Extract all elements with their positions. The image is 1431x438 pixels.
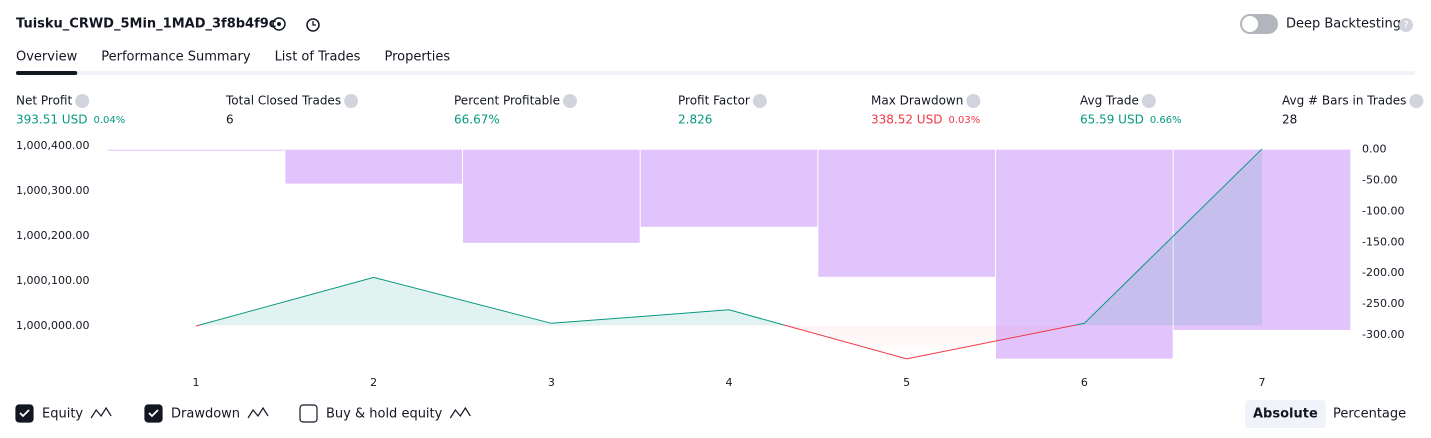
drawdown-bar	[107, 149, 285, 151]
series-icon	[90, 406, 112, 419]
y-tick-label: 1,000,400.00	[16, 139, 89, 152]
drawdown-bar	[285, 149, 463, 184]
metric-value: 2.826	[678, 113, 712, 127]
x-tick-label: 6	[1081, 376, 1088, 389]
metric-value: 66.67%	[454, 113, 500, 127]
metric-change: 0.04%	[93, 115, 125, 126]
info-icon[interactable]	[752, 94, 767, 108]
y2-tick-label: -150.00	[1362, 235, 1404, 248]
info-icon[interactable]	[344, 94, 359, 108]
y2-tick-label: -100.00	[1362, 204, 1404, 217]
y-tick-label: 1,000,200.00	[16, 229, 89, 242]
x-tick-label: 5	[903, 376, 910, 389]
y2-tick-label: 0.00	[1362, 143, 1387, 156]
metric-value: 338.52 USD	[871, 113, 942, 127]
x-tick-label: 7	[1259, 376, 1266, 389]
metric-value: 6	[226, 113, 234, 127]
metric-value: 28	[1282, 113, 1297, 127]
deep-backtesting-toggle[interactable]	[1240, 14, 1278, 34]
y2-tick-label: -50.00	[1362, 174, 1397, 187]
drawdown-bar	[1173, 149, 1351, 330]
checkbox-label: Equity	[42, 407, 83, 422]
tab[interactable]: Overview	[16, 50, 78, 65]
series-icon	[247, 406, 269, 419]
y2-tick-label: -300.00	[1362, 328, 1404, 341]
y2-tick-label: -200.00	[1362, 266, 1404, 279]
checkbox[interactable]	[299, 404, 318, 423]
settings-icon[interactable]	[272, 17, 286, 31]
active-button	[1245, 400, 1326, 428]
y-tick-label: 1,000,300.00	[16, 184, 89, 197]
tab[interactable]: Properties	[384, 50, 450, 65]
svg-text:?: ?	[1403, 20, 1408, 31]
info-icon[interactable]	[562, 94, 577, 108]
y2-tick-label: -250.00	[1362, 297, 1404, 310]
equity-loss-area	[196, 325, 1263, 359]
active-tab-underline	[16, 71, 78, 75]
metric-label: Avg Trade	[1080, 94, 1139, 108]
x-tick-label: 3	[548, 376, 555, 389]
metric-label: Avg # Bars in Trades	[1282, 94, 1406, 108]
checkmark	[148, 409, 159, 418]
tab[interactable]: Performance Summary	[101, 50, 251, 65]
info-icon[interactable]	[1141, 94, 1156, 108]
equity-area	[199, 148, 1263, 325]
strategy-title: Tuisku_CRWD_5Min_1MAD_3f8b4f9c	[16, 17, 277, 32]
drawdown-bar	[463, 149, 640, 243]
tab[interactable]: List of Trades	[275, 50, 361, 65]
toggle-button-label[interactable]: Absolute	[1253, 407, 1318, 422]
drawdown-bar	[818, 149, 996, 277]
metric-label: Total Closed Trades	[225, 94, 341, 108]
y-tick-label: 1,000,000.00	[16, 319, 89, 332]
info-icon[interactable]	[1409, 94, 1424, 108]
toggle-label: Deep Backtesting	[1286, 17, 1401, 32]
metric-value: 393.51 USD	[16, 113, 87, 127]
drawdown-bar	[640, 149, 818, 227]
checkbox-label: Buy & hold equity	[326, 407, 443, 422]
equity-line	[197, 148, 1263, 325]
help-icon[interactable]: ?	[1399, 18, 1413, 32]
checkmark	[19, 409, 30, 418]
info-icon[interactable]	[966, 94, 981, 108]
alert-icon[interactable]	[306, 18, 320, 32]
checkbox-label: Drawdown	[171, 407, 240, 422]
metric-change: 0.66%	[1150, 115, 1182, 126]
metric-change: 0.03%	[948, 115, 980, 126]
x-tick-label: 4	[726, 376, 733, 389]
info-icon[interactable]	[75, 94, 90, 108]
toggle-button-label[interactable]: Percentage	[1333, 407, 1406, 422]
metric-value: 65.59 USD	[1080, 113, 1144, 127]
x-tick-label: 1	[193, 376, 200, 389]
metric-label: Percent Profitable	[454, 94, 560, 108]
metric-label: Max Drawdown	[871, 94, 963, 108]
metric-label: Net Profit	[16, 94, 72, 108]
tab-rule	[16, 71, 1415, 75]
y-tick-label: 1,000,100.00	[16, 274, 89, 287]
x-tick-label: 2	[370, 376, 377, 389]
metric-label: Profit Factor	[678, 94, 750, 108]
series-icon	[449, 406, 471, 419]
